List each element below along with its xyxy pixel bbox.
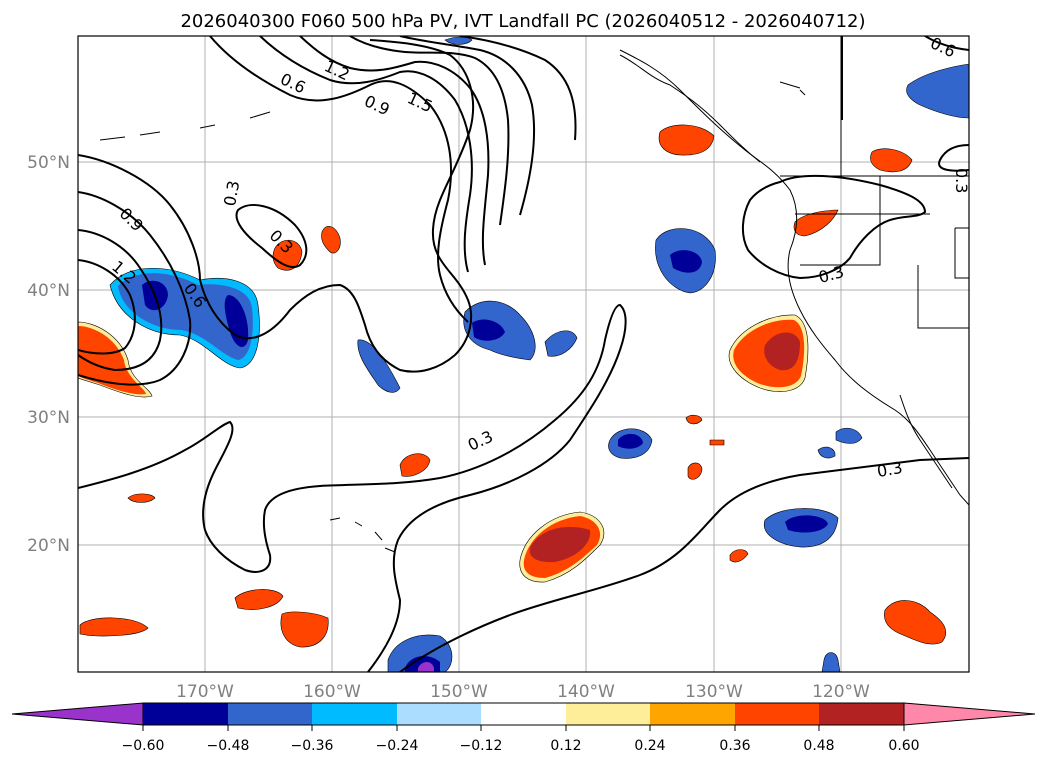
neg-blob-800-core (785, 515, 828, 533)
contour-03-east (399, 457, 969, 672)
colorbar-label-7: 0.24 (634, 738, 665, 754)
colorbar-extend-right (903, 702, 1036, 726)
colorbar-label-6: 0.12 (550, 738, 581, 754)
map-content: 0.6 1.2 0.9 1.5 0.3 0.3 0.9 1.2 0.6 0.3 … (78, 36, 971, 672)
pos-blob-110 (79, 617, 149, 637)
pos-blob-740 (729, 549, 749, 563)
colorbar-label-4: −0.24 (376, 738, 419, 754)
negative-anomaly-fills (109, 36, 969, 672)
lat-label-40n: 40°N (27, 281, 70, 301)
pv-contours (78, 36, 969, 672)
pos-blob-695 (685, 414, 703, 480)
colorbar-segment-4 (397, 703, 481, 725)
pos-blob-680 (658, 124, 715, 156)
pos-blob-560-core (529, 526, 591, 563)
colorbar-segment-2 (228, 703, 312, 725)
colorbar-segment-5 (481, 703, 566, 725)
lat-label-50n: 50°N (27, 153, 70, 173)
contour-15-b (399, 36, 536, 216)
contour-label-5: 0.3 (220, 179, 243, 207)
lon-label-150w: 150°W (430, 682, 488, 702)
colorbar-segment-8 (735, 703, 819, 725)
contour-06-west (78, 191, 192, 386)
neg-blob-830-south (821, 652, 841, 672)
neg-blob-630-core (618, 433, 643, 449)
lon-label-120w: 120°W (812, 682, 870, 702)
colorbar-label-1: −0.60 (122, 738, 165, 754)
contour-06-ne (924, 36, 969, 51)
neg-blob-top (444, 36, 473, 45)
pos-blob-325 (321, 226, 341, 254)
border-states-4 (954, 227, 969, 279)
border-states-3 (917, 265, 969, 329)
lon-label-130w: 130°W (685, 682, 743, 702)
neg-blob-west-core (142, 280, 249, 347)
contour-03-ring (742, 174, 927, 280)
lon-label-170w: 170°W (176, 682, 234, 702)
colorbar-segment-3 (312, 703, 397, 725)
colorbar-label-9: 0.48 (803, 738, 834, 754)
contour-03-south (78, 303, 627, 672)
lat-label-30n: 30°N (27, 408, 70, 428)
colorbar-segment-6 (566, 703, 650, 725)
neg-blob-685-core (670, 250, 702, 273)
colorbar-label-2: −0.48 (207, 738, 250, 754)
pos-blob-west-edge-inner (78, 326, 146, 395)
contour-12-west (78, 259, 136, 355)
gridlines (78, 36, 969, 672)
lon-tick-labels: 170°W 160°W 150°W 140°W 130°W 120°W (176, 682, 870, 702)
map-title: 2026040300 F060 500 hPa PV, IVT Landfall… (180, 11, 865, 32)
pos-blob-255 (234, 589, 284, 610)
pos-blob-140 (127, 493, 156, 503)
contour-09-west (78, 229, 163, 372)
contour-06-north (209, 36, 469, 323)
hawaii (329, 517, 396, 553)
contour-15-north (349, 36, 510, 226)
colorbar-label-10: 0.60 (888, 738, 919, 754)
lon-label-140w: 140°W (557, 682, 615, 702)
colorbar-extend-left (11, 702, 144, 726)
contour-03-coast (840, 36, 969, 172)
contour-label-12: 0.3 (876, 458, 904, 481)
colorbar-ticks (142, 725, 905, 731)
island-chain-1 (779, 81, 806, 96)
neg-blob-center-core (472, 319, 505, 341)
pos-blob-770-core (764, 332, 800, 371)
neg-blob-northeast (906, 63, 969, 119)
contour-12-north (299, 36, 490, 266)
pos-blob-300 (280, 611, 329, 648)
positive-anomaly-fills (78, 124, 946, 648)
contour-09-north (259, 36, 473, 273)
colorbar-segment-1 (143, 703, 228, 725)
border-states-1 (795, 213, 881, 266)
colorbar-segment-7 (650, 703, 735, 725)
colorbar-frame (142, 702, 905, 726)
plot-border (77, 35, 970, 673)
border-states-2 (879, 176, 930, 215)
aleutians (99, 111, 271, 141)
neg-blob-850 (817, 427, 863, 459)
colorbar-label-8: 0.36 (719, 738, 750, 754)
pos-blob-915 (884, 600, 946, 645)
neg-blob-south-purple (418, 662, 434, 672)
lon-label-160w: 160°W (303, 682, 361, 702)
lat-tick-labels: 50°N 40°N 30°N 20°N (27, 153, 70, 556)
contour-03-inner (235, 204, 308, 268)
alaska-coast (619, 54, 761, 163)
colorbar: −0.60 −0.48 −0.36 −0.24 −0.12 0.12 0.24 … (11, 702, 1036, 754)
coastline-baja (899, 394, 953, 489)
contour-15-c (459, 36, 577, 141)
pos-blob-715-dash (709, 439, 725, 446)
lat-label-20n: 20°N (27, 536, 70, 556)
pos-blob-415 (399, 453, 431, 477)
neg-blob-548 (544, 330, 578, 357)
contour-label-14: 0.3 (952, 168, 971, 193)
colorbar-segment-9 (819, 703, 904, 725)
coastline-north-america (619, 49, 969, 506)
colorbar-label-3: −0.36 (291, 738, 334, 754)
colorbar-label-5: −0.12 (460, 738, 503, 754)
pos-blob-890 (870, 148, 913, 173)
